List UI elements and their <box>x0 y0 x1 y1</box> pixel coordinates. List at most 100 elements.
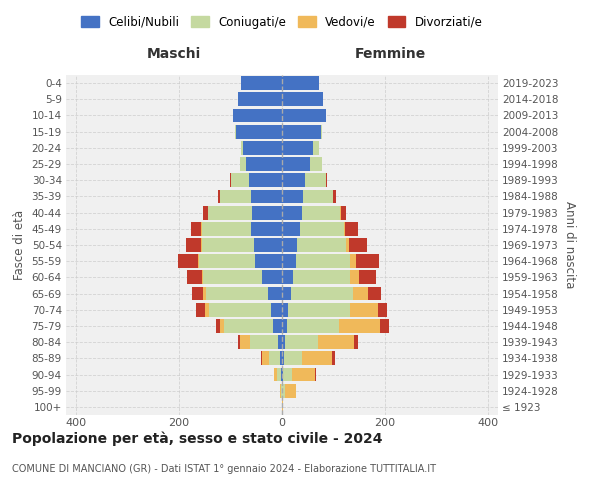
Bar <box>201 238 202 252</box>
Bar <box>218 190 220 203</box>
Bar <box>271 303 282 316</box>
Bar <box>350 270 359 284</box>
Bar <box>282 400 283 414</box>
Bar <box>318 336 354 349</box>
Text: COMUNE DI MANCIANO (GR) - Dati ISTAT 1° gennaio 2024 - Elaborazione TUTTITALIA.I: COMUNE DI MANCIANO (GR) - Dati ISTAT 1° … <box>12 464 436 474</box>
Bar <box>206 286 268 300</box>
Bar <box>296 254 350 268</box>
Bar <box>368 286 381 300</box>
Bar <box>282 319 287 333</box>
Bar <box>196 303 205 316</box>
Bar <box>288 303 350 316</box>
Bar <box>313 141 319 154</box>
Bar <box>238 92 282 106</box>
Bar <box>244 141 282 154</box>
Bar <box>302 190 334 203</box>
Bar <box>284 384 296 398</box>
Bar <box>246 157 282 171</box>
Bar <box>282 303 288 316</box>
Bar <box>302 206 340 220</box>
Bar <box>282 254 296 268</box>
Bar <box>203 270 262 284</box>
Bar <box>350 254 356 268</box>
Bar <box>282 336 284 349</box>
Bar <box>344 222 345 235</box>
Bar <box>282 352 284 365</box>
Bar <box>282 206 302 220</box>
Bar <box>298 238 346 252</box>
Bar <box>280 352 282 365</box>
Bar <box>283 368 292 382</box>
Bar <box>248 174 282 187</box>
Bar <box>220 190 251 203</box>
Bar <box>255 254 282 268</box>
Bar <box>341 206 346 220</box>
Bar <box>203 206 208 220</box>
Bar <box>282 174 305 187</box>
Bar <box>282 286 291 300</box>
Bar <box>282 141 313 154</box>
Bar <box>353 286 368 300</box>
Bar <box>278 336 282 349</box>
Bar <box>268 286 282 300</box>
Bar <box>287 319 338 333</box>
Bar <box>332 352 335 365</box>
Bar <box>250 336 278 349</box>
Bar <box>282 125 320 138</box>
Bar <box>262 352 269 365</box>
Bar <box>284 352 302 365</box>
Bar <box>202 270 203 284</box>
Bar <box>224 319 273 333</box>
Bar <box>282 222 300 235</box>
Bar <box>192 286 203 300</box>
Bar <box>252 206 282 220</box>
Bar <box>282 368 283 382</box>
Bar <box>235 125 236 138</box>
Bar <box>201 222 202 235</box>
Bar <box>251 222 282 235</box>
Text: Popolazione per età, sesso e stato civile - 2024: Popolazione per età, sesso e stato civil… <box>12 431 383 446</box>
Bar <box>354 336 358 349</box>
Bar <box>320 125 322 138</box>
Bar <box>274 368 277 382</box>
Bar <box>310 157 322 171</box>
Bar <box>208 206 252 220</box>
Bar <box>346 238 349 252</box>
Bar <box>300 222 344 235</box>
Bar <box>215 319 220 333</box>
Bar <box>220 319 224 333</box>
Bar <box>305 174 326 187</box>
Y-axis label: Fasce di età: Fasce di età <box>13 210 26 280</box>
Text: Femmine: Femmine <box>355 48 425 62</box>
Bar <box>230 174 248 187</box>
Bar <box>238 336 241 349</box>
Bar <box>282 384 284 398</box>
Bar <box>262 270 282 284</box>
Bar <box>338 319 380 333</box>
Bar <box>302 352 332 365</box>
Bar <box>356 254 379 268</box>
Bar <box>282 108 326 122</box>
Bar <box>178 254 197 268</box>
Bar <box>281 384 282 398</box>
Bar <box>241 336 250 349</box>
Text: Maschi: Maschi <box>147 48 201 62</box>
Bar <box>281 368 282 382</box>
Bar <box>380 319 389 333</box>
Bar <box>273 319 282 333</box>
Bar <box>359 270 376 284</box>
Bar <box>233 108 282 122</box>
Bar <box>282 270 293 284</box>
Bar <box>202 238 254 252</box>
Bar <box>284 336 318 349</box>
Bar <box>282 157 310 171</box>
Bar <box>378 303 388 316</box>
Bar <box>282 76 319 90</box>
Bar <box>240 157 246 171</box>
Bar <box>282 190 302 203</box>
Bar <box>280 384 281 398</box>
Bar <box>334 190 336 203</box>
Bar <box>349 238 367 252</box>
Bar <box>251 190 282 203</box>
Bar <box>293 270 350 284</box>
